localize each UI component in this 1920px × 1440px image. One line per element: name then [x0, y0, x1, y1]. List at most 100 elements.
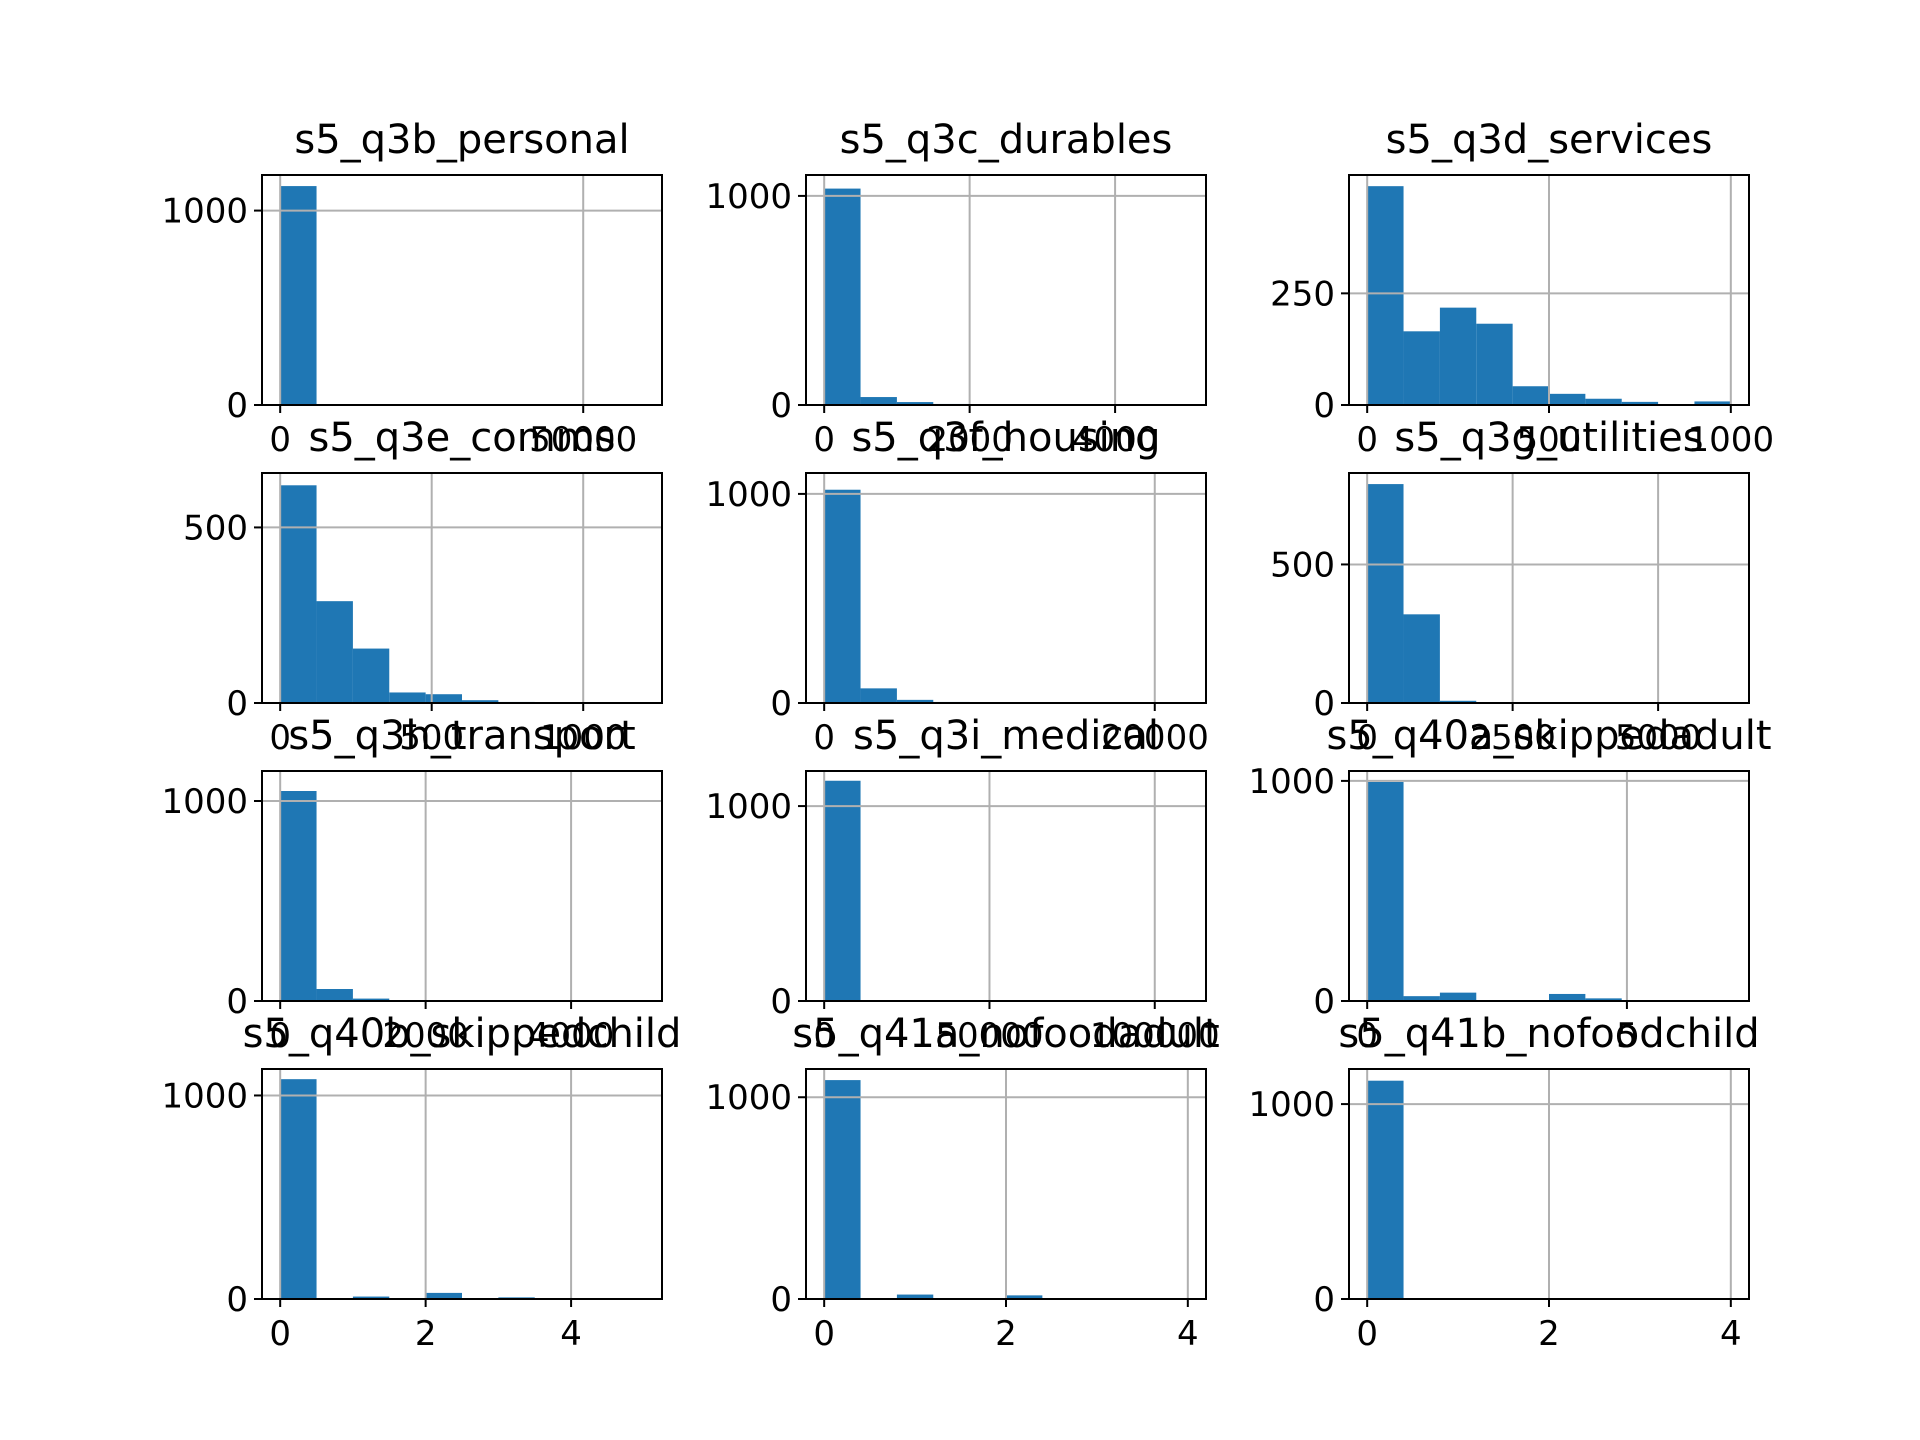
histogram-bar: [462, 700, 499, 703]
y-tick-label: 1000: [705, 1078, 792, 1118]
histogram-bar: [896, 402, 934, 405]
histogram-bar: [1006, 1295, 1043, 1299]
axes-background: [262, 771, 662, 1001]
x-tick-label: 0: [1356, 1314, 1378, 1354]
histogram-bar: [1367, 186, 1404, 405]
panel-title: s5_q3i_medical: [853, 713, 1159, 759]
panel-title: s5_q3c_durables: [840, 117, 1173, 163]
y-tick-label: 1000: [705, 475, 792, 515]
y-tick-label: 1000: [705, 177, 792, 217]
histogram-bar: [1403, 996, 1440, 1001]
x-tick-label: 2000: [926, 420, 1013, 460]
histogram-bar: [1403, 614, 1440, 703]
x-tick-label: 4: [560, 1314, 582, 1354]
histogram-bar: [824, 780, 861, 1001]
histogram-bar: [896, 699, 934, 703]
histogram-bar: [1621, 401, 1659, 405]
histogram-bar: [824, 489, 861, 703]
histogram-bar: [1367, 484, 1404, 703]
axes-frame: [261, 472, 663, 704]
y-tick-label: 0: [226, 684, 248, 724]
y-tick-label: 0: [1313, 386, 1335, 426]
histogram-bar: [316, 989, 353, 1001]
y-tick-label: 1000: [161, 782, 248, 822]
histogram-panel: 0 500 1000 0 250 s5_q3d_services: [1270, 117, 1774, 460]
panel-title: s5_q3b_personal: [294, 117, 629, 163]
axes-frame: [261, 174, 663, 406]
histogram-bar: [352, 998, 390, 1001]
x-tick-label: 5: [1616, 1016, 1638, 1056]
histogram-bar: [1367, 782, 1404, 1001]
panel-title: s5_q40b_skippedchild: [243, 1011, 682, 1057]
histogram-bar: [1694, 401, 1731, 405]
histogram-panel: 0 2000 4000 0 1000 s5_q3c_durables: [705, 117, 1207, 460]
y-tick-label: 0: [770, 684, 792, 724]
histogram-bar: [1439, 992, 1477, 1001]
axes-frame: [805, 174, 1207, 406]
histogram-panel: 0 50000 0 1000 s5_q3b_personal: [161, 117, 663, 460]
histogram-bar: [280, 791, 317, 1001]
histogram-panel: 0 500 1000 0 500 s5_q3e_comms: [183, 415, 663, 758]
y-tick-label: 1000: [1248, 1085, 1335, 1125]
y-tick-label: 1000: [1248, 762, 1335, 802]
histogram-bar: [824, 1080, 861, 1299]
histogram-bar: [1585, 398, 1622, 405]
histogram-bar: [1476, 323, 1513, 405]
x-tick-label: 0: [269, 420, 291, 460]
histogram-bar: [1439, 700, 1477, 703]
x-tick-label: 0: [269, 718, 291, 758]
panel-title: s5_q3g_utilities: [1394, 415, 1703, 461]
axes-background: [806, 473, 1206, 703]
y-tick-label: 500: [183, 508, 248, 548]
y-tick-label: 0: [770, 386, 792, 426]
axes-background: [262, 1069, 662, 1299]
y-tick-label: 250: [1270, 274, 1335, 314]
x-tick-label: 100000: [1090, 1016, 1220, 1056]
axes-frame: [1348, 770, 1750, 1002]
x-tick-label: 500: [1517, 420, 1582, 460]
histogram-bar: [1367, 1080, 1404, 1299]
y-tick-label: 0: [226, 386, 248, 426]
x-tick-label: 0: [269, 1314, 291, 1354]
x-tick-label: 0: [813, 1314, 835, 1354]
panel-title: s5_q40a_skippedadult: [1326, 713, 1771, 759]
x-tick-label: 0: [813, 420, 835, 460]
axes-frame: [261, 1068, 663, 1300]
x-tick-label: 0: [813, 718, 835, 758]
panel-title: s5_q3f_housing: [851, 415, 1160, 461]
histogram-panel: 0 50000 100000 0 1000 s5_q3i_medical: [705, 713, 1219, 1056]
y-tick-label: 0: [770, 1280, 792, 1320]
x-tick-label: 4000: [1072, 420, 1159, 460]
histogram-bar: [1403, 331, 1440, 405]
histogram-bar: [1439, 307, 1477, 405]
histogram-bar: [425, 694, 462, 703]
histogram-bar: [824, 188, 861, 405]
histogram-bar: [389, 692, 426, 703]
histogram-bar: [352, 648, 390, 703]
panel-title: s5_q41a_nofoodadult: [792, 1011, 1219, 1057]
axes-background: [806, 175, 1206, 405]
x-tick-label: 0: [1356, 420, 1378, 460]
x-tick-label: 2500: [1469, 718, 1556, 758]
histogram-bar: [280, 186, 317, 405]
x-tick-label: 2: [995, 1314, 1017, 1354]
x-tick-label: 0: [269, 1016, 291, 1056]
panel-title: s5_q3d_services: [1386, 117, 1713, 163]
x-tick-label: 2: [1538, 1314, 1560, 1354]
x-tick-label: 20000: [1101, 718, 1209, 758]
axes-frame: [805, 770, 1207, 1002]
x-tick-label: 1000: [540, 718, 627, 758]
panel-title: s5_q3e_comms: [309, 415, 616, 461]
x-tick-label: 2: [415, 1314, 437, 1354]
y-tick-label: 500: [1270, 545, 1335, 585]
histogram-bar: [896, 1294, 934, 1299]
histogram-bar: [1512, 386, 1549, 405]
x-tick-label: 4: [1720, 1314, 1742, 1354]
histogram-bar: [860, 397, 897, 405]
histogram-bar: [1585, 998, 1622, 1001]
